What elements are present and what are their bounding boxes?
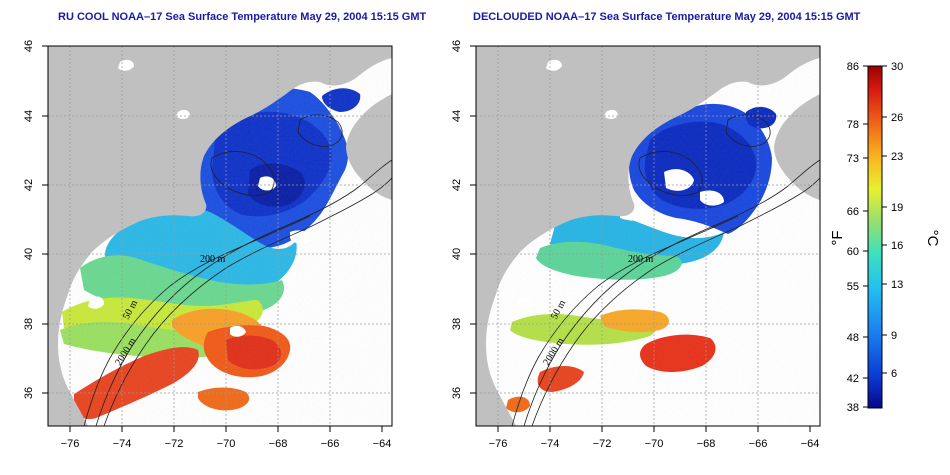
y-tick-label: 42 [23, 179, 35, 191]
x-tick-label: −70 [645, 438, 664, 450]
x-tick-label: −74 [541, 438, 560, 450]
c-tick-label: 9 [891, 330, 897, 342]
x-tick-label: −64 [373, 438, 392, 450]
f-tick-label: 66 [847, 206, 859, 218]
c-tick-label: 19 [891, 202, 903, 214]
colorbar-scale [867, 65, 883, 409]
y-tick-label: 46 [451, 40, 463, 52]
f-tick-label: 78 [847, 119, 859, 131]
c-tick-label: 26 [891, 112, 903, 124]
f-tick-label: 42 [847, 373, 859, 385]
land [48, 46, 392, 426]
left-frame [47, 45, 393, 427]
y-tick-label: 40 [23, 248, 35, 260]
right-y-tick-labels: 46 44 42 40 38 36 [451, 40, 463, 399]
y-tick-label: 42 [451, 179, 463, 191]
c-tick-label: 23 [891, 151, 903, 163]
left-map: 200 m 50 m 2000 m [48, 46, 392, 426]
x-tick-label: −64 [801, 438, 820, 450]
temperature-colorbar: 86 78 73 66 60 55 48 42 38 30 26 23 19 1… [829, 61, 941, 414]
contour-label-200m: 200 m [200, 254, 226, 265]
bathymetry-contours [83, 114, 392, 426]
f-tick-label: 38 [847, 402, 859, 414]
y-tick-label: 38 [23, 318, 35, 330]
y-tick-label: 36 [451, 387, 463, 399]
f-tick-label: 73 [847, 153, 859, 165]
x-tick-label: −68 [697, 438, 716, 450]
x-tick-label: −76 [489, 438, 508, 450]
y-tick-label: 38 [451, 318, 463, 330]
y-tick-label: 36 [23, 387, 35, 399]
right-grid [476, 46, 820, 426]
right-map: 200 m 50 m 2000 m [476, 46, 820, 426]
f-tick-label: 55 [847, 281, 859, 293]
c-tick-label: 6 [891, 368, 897, 380]
y-tick-label: 44 [23, 110, 35, 122]
left-panel-title: RU COOL NOAA–17 Sea Surface Temperature … [58, 11, 427, 23]
nova-scotia [346, 94, 392, 200]
x-tick-label: −72 [593, 438, 612, 450]
left-grid [48, 46, 392, 426]
fahrenheit-tick-labels: 86 78 73 66 60 55 48 42 38 [847, 61, 859, 414]
y-tick-label: 46 [23, 40, 35, 52]
right-frame [475, 45, 821, 427]
x-tick-label: −66 [749, 438, 768, 450]
x-tick-label: −68 [269, 438, 288, 450]
f-tick-label: 48 [847, 332, 859, 344]
x-tick-label: −72 [165, 438, 184, 450]
x-tick-label: −76 [61, 438, 80, 450]
fahrenheit-unit-label: °F [829, 230, 846, 245]
f-tick-label: 86 [847, 61, 859, 73]
left-x-tick-labels: −76 −74 −72 −70 −68 −66 −64 [61, 438, 392, 450]
bathymetry-contours [511, 114, 820, 426]
x-tick-label: −70 [217, 438, 236, 450]
nova-scotia [774, 94, 820, 200]
x-tick-label: −74 [113, 438, 132, 450]
land [476, 46, 820, 426]
left-y-tick-labels: 46 44 42 40 38 36 [23, 40, 35, 399]
celsius-unit-label: °C [924, 230, 941, 247]
y-tick-label: 44 [451, 110, 463, 122]
contour-label-200m: 200 m [628, 254, 654, 265]
x-tick-label: −66 [321, 438, 340, 450]
c-tick-label: 13 [891, 279, 903, 291]
celsius-tick-labels: 30 26 23 19 16 13 9 6 [891, 61, 903, 380]
right-x-tick-labels: −76 −74 −72 −70 −68 −66 −64 [489, 438, 820, 450]
f-tick-label: 60 [847, 246, 859, 258]
c-tick-label: 16 [891, 240, 903, 252]
c-tick-label: 30 [891, 61, 903, 73]
right-panel-title: DECLOUDED NOAA–17 Sea Surface Temperatur… [473, 11, 861, 23]
y-tick-label: 40 [451, 248, 463, 260]
